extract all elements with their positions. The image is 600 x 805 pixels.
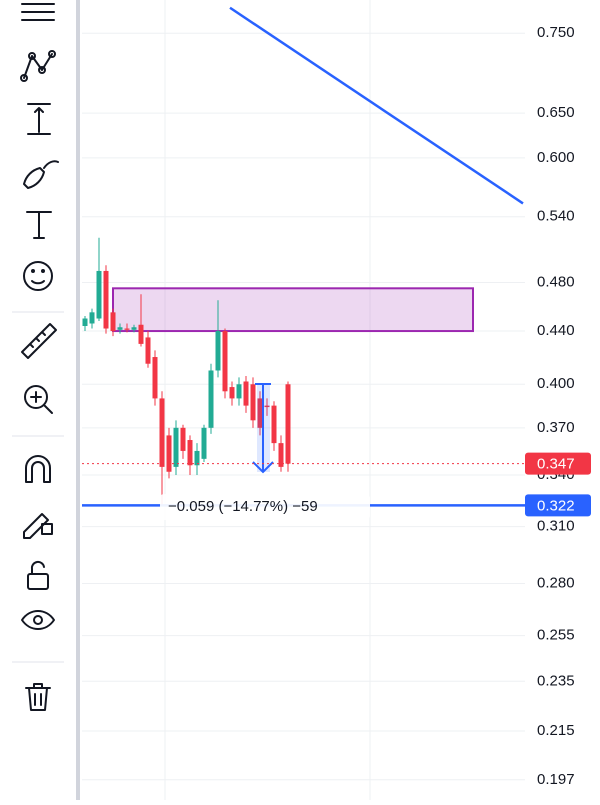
candle-body [131, 327, 137, 330]
ruler-tool[interactable] [21, 323, 57, 359]
delete-tool[interactable] [25, 683, 51, 711]
text-tool[interactable] [26, 211, 52, 239]
candle-body [257, 398, 263, 428]
candle-body [159, 398, 165, 467]
candle-body [208, 370, 214, 428]
lock-drawing-tool[interactable] [23, 513, 53, 539]
candle-body [243, 381, 249, 406]
brush-tool[interactable] [23, 160, 59, 189]
y-tick-label: 0.310 [537, 518, 575, 535]
lock-tool[interactable] [27, 560, 49, 590]
candle-body [89, 312, 95, 324]
y-tick-label: 0.480 [537, 273, 575, 290]
candle-body [229, 387, 235, 399]
level-tag [525, 494, 591, 517]
y-tick-label: 0.400 [537, 375, 575, 392]
y-tick-label: 0.650 [537, 104, 575, 121]
candle-body [138, 324, 144, 344]
y-tick-label: 0.197 [537, 771, 575, 788]
trendline [229, 6, 524, 205]
candle-body [145, 337, 151, 364]
measure-arrow [252, 383, 274, 474]
level-label: 0.322 [537, 497, 575, 514]
y-tick-label: 0.280 [537, 574, 575, 591]
plot [82, 0, 525, 800]
y-tick-label: 0.750 [537, 24, 575, 41]
candle-body [110, 312, 116, 332]
toolbar-divider [76, 0, 80, 800]
zoom-tool[interactable] [24, 385, 53, 414]
y-tick-label: 0.255 [537, 627, 575, 644]
candle-body [173, 427, 179, 467]
y-tick-label: 0.215 [537, 722, 575, 739]
candle-body [194, 450, 200, 466]
candle-body [201, 427, 207, 459]
zone [112, 287, 474, 333]
y-tick-label: 0.370 [537, 419, 575, 436]
measure-label: −0.059 (−14.77%) −59 [168, 498, 318, 515]
current-price-tag [525, 452, 591, 475]
candle-body [180, 427, 186, 451]
y-tick-label: 0.600 [537, 149, 575, 166]
y-tick-label: 0.235 [537, 672, 575, 689]
candle-body [250, 384, 256, 421]
candle-body [236, 384, 242, 399]
y-tick-label: 0.540 [537, 208, 575, 225]
candle-body [278, 443, 284, 467]
pattern-tool[interactable] [20, 50, 56, 82]
candle-body [271, 405, 277, 444]
candle-body [264, 405, 270, 408]
candle-body [103, 270, 109, 329]
measure-label-box [160, 494, 370, 520]
toolbar [12, 3, 64, 711]
candle-body [117, 327, 123, 330]
lines-tool[interactable] [21, 3, 55, 21]
visibility-tool[interactable] [21, 610, 55, 630]
candle-body [124, 328, 130, 330]
current-price-label: 0.347 [537, 456, 575, 473]
projection-tool[interactable] [27, 103, 51, 135]
candle-body [222, 331, 228, 392]
candle-body [187, 440, 193, 466]
candle-body [166, 435, 172, 472]
candle-body [152, 357, 158, 399]
candle-body [96, 270, 102, 319]
y-tick-label: 0.440 [537, 322, 575, 339]
candle-body [285, 384, 291, 464]
candle-body [82, 318, 88, 327]
candle-body [215, 331, 221, 371]
emoji-tool[interactable] [23, 261, 53, 291]
magnet-tool[interactable] [25, 455, 51, 483]
